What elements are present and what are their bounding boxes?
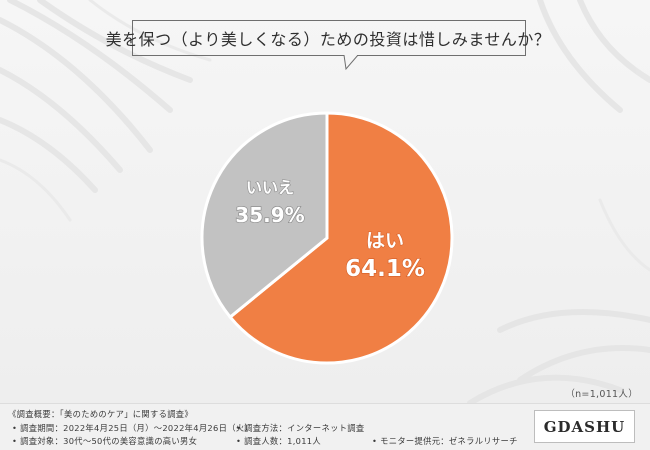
survey-method: • 調査方法：インターネット調査 — [236, 423, 365, 433]
pie-label-no: いいえ — [246, 178, 294, 197]
title-frame-bottom-right — [357, 55, 525, 56]
survey-count: • 調査人数：1,011人 — [236, 436, 321, 446]
chart-area: 美を保つ（より美しくなる）ための投資は惜しみませんか？ はい 64.1% いいえ 35… — [0, 0, 650, 403]
survey-target: • 調査対象：30代〜50代の美容意識の高い男女 — [12, 436, 198, 446]
pie-slice-no — [200, 111, 329, 320]
sample-size-note: （n=1,011人） — [565, 389, 638, 400]
title-frame — [132, 20, 526, 56]
speech-bubble-notch — [343, 55, 359, 71]
monitor-provider: • モニター提供元：ゼネラルリサーチ — [372, 436, 518, 446]
survey-overview: 《調査概要：「美のためのケア」に関する調査》 — [8, 409, 193, 419]
pie-value-yes: 64.1% — [345, 256, 425, 282]
title-frame-bottom-left — [132, 55, 344, 56]
brand-logo: GDASHU — [534, 410, 635, 443]
pie-value-no: 35.9% — [235, 203, 304, 227]
chart-title: 美を保つ（より美しくなる）ための投資は惜しみませんか？ — [105, 29, 551, 49]
pie-slice-yes — [228, 111, 454, 365]
pie-chart: はい 64.1% いいえ 35.9% — [200, 111, 454, 365]
palm-leaf-decoration — [0, 0, 650, 403]
pie-label-yes: はい — [366, 230, 404, 252]
survey-period: • 調査期間：2022年4月25日（月）〜2022年4月26日（火） — [12, 423, 253, 433]
